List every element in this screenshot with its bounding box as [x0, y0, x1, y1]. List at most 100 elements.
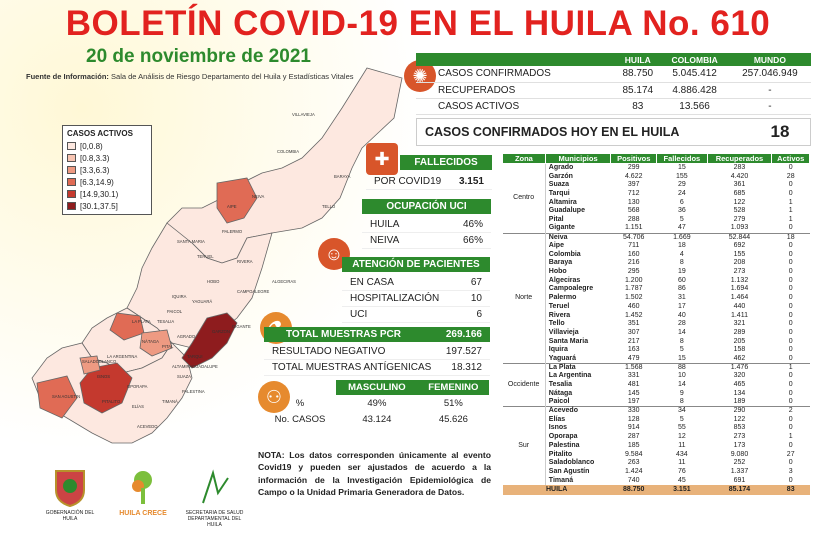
map-region-laplata: [109, 312, 145, 341]
mun-name: Isnos: [548, 424, 568, 432]
mun-value: 273: [733, 433, 746, 441]
atencion-box: ATENCIÓN DE PACIENTES EN CASA 67 HOSPITAL…: [342, 257, 490, 323]
mun-row: Centro Agrado 299 15 283 0: [502, 163, 810, 233]
mun-value: 1.476: [707, 362, 772, 372]
mun-row: Pital 288 5 279 1: [503, 216, 810, 225]
mun-name: Tesalia: [548, 381, 573, 389]
mun-value: 1: [788, 207, 793, 215]
mun-value: 0: [788, 346, 793, 354]
map-label: COLOMBIA: [277, 149, 299, 154]
mun-name: Garzón: [548, 172, 573, 180]
legend-swatch: [67, 190, 76, 198]
map-label: YAGUARÁ: [192, 299, 212, 304]
mun-value: 307: [627, 328, 640, 336]
mun-value: 18: [677, 242, 686, 250]
sex-row: % 49% 51%: [264, 395, 489, 411]
map-label: LA PLATA: [132, 319, 151, 324]
mun-value: 351: [627, 320, 640, 328]
mun-value: 0: [788, 441, 793, 449]
mun-value: 568: [627, 207, 640, 215]
map-region-neiva: [216, 177, 258, 224]
mun-name: Iquira: [548, 346, 568, 354]
mun-value: 4.420: [730, 172, 749, 180]
mun-value: 330: [610, 406, 657, 416]
mun-row: Timaná 740 45 691 0: [503, 476, 810, 485]
header-colombia: COLOMBIA: [660, 53, 729, 66]
mun-total-cell: HUILA: [502, 484, 611, 495]
legend-item: [0,0.8): [67, 140, 147, 152]
mun-value: 0: [788, 459, 793, 467]
mun-value: 0: [788, 242, 793, 250]
mun-zone: Occidente: [502, 362, 546, 407]
tree-icon: [132, 471, 152, 504]
mun-value: 88: [656, 362, 708, 372]
muestras-title: TOTAL MUESTRAS PCR: [286, 329, 402, 340]
mun-name: Neiva: [545, 232, 611, 242]
mun-value: 465: [733, 381, 746, 389]
atencion-row-uci: UCI 6: [342, 307, 490, 323]
mun-value: 0: [788, 250, 793, 258]
mun-value: 4.622: [624, 172, 643, 180]
mun-header: Positivos: [610, 153, 658, 164]
uci-title: OCUPACIÓN UCI: [362, 199, 491, 214]
legend-item: [0.8,3.3): [67, 152, 147, 164]
mun-value: 18: [771, 232, 810, 242]
mun-name: Paicol: [548, 398, 570, 406]
mun-name: Palestina: [548, 441, 580, 449]
map-label: ELÍAS: [132, 404, 144, 409]
mun-value: 0: [788, 224, 793, 232]
atencion-row-casa: EN CASA 67: [342, 275, 490, 291]
mun-header: Zona: [502, 153, 546, 164]
mun-value: 158: [733, 346, 746, 354]
mun-name: Pital: [548, 215, 564, 223]
mun-name: Algeciras: [548, 276, 581, 284]
mun-row: Tesalia 481 14 465 0: [503, 381, 810, 390]
mun-header: Recuperados: [706, 153, 773, 164]
logo-secretaria: SECRETARIA DE SALUD DEPARTAMENTAL DEL HU…: [182, 468, 247, 528]
map-label: ISNOS: [97, 374, 110, 379]
mun-name: San Agustín: [548, 467, 590, 475]
map-label: TERUEL: [197, 254, 214, 259]
mun-value: 914: [627, 424, 640, 432]
legend-swatch: [67, 142, 76, 150]
mun-value: 434: [676, 450, 688, 458]
mun-name: Campoalegre: [548, 285, 594, 293]
mun-value: 8: [679, 398, 684, 406]
mun-value: 86: [677, 285, 686, 293]
mun-value: 4: [679, 250, 684, 258]
map-label: NEIVA: [252, 194, 264, 199]
map-label: SALADOBLANCO: [82, 359, 117, 364]
mun-value: 173: [733, 441, 746, 449]
mun-value: 52.844: [707, 232, 772, 242]
mun-row: Oporapa 287 12 273 1: [503, 433, 810, 442]
health-logo-icon: [201, 469, 229, 504]
mun-row: Iquira 163 5 158 0: [503, 346, 810, 355]
mun-value: 10: [677, 372, 686, 380]
map-region-isnos: [79, 355, 101, 375]
mun-name: Hobo: [548, 268, 567, 276]
mun-value: 9.080: [730, 450, 749, 458]
mun-value: 1.093: [730, 224, 749, 232]
map-region-pitalito: [79, 362, 133, 414]
mun-value: 160: [627, 250, 640, 258]
map-label: CAMPOALEGRE: [237, 289, 270, 294]
mun-value: 479: [627, 354, 640, 362]
map-label: SUAZA: [177, 374, 191, 379]
general-cell-mundo: -: [728, 82, 811, 99]
uci-huila-label: HUILA: [370, 219, 400, 230]
mun-value: 216: [627, 259, 640, 267]
today-confirmed-label: CASOS CONFIRMADOS HOY EN EL HUILA: [425, 125, 680, 139]
mun-name: Timaná: [548, 476, 574, 484]
map-label: NÁTAGA: [142, 339, 159, 344]
map-label: AIPE: [227, 204, 237, 209]
atencion-casa-value: 67: [470, 277, 482, 288]
map-label: HOBO: [207, 279, 220, 284]
mun-value: 5: [679, 415, 684, 423]
mun-name: Pitalito: [548, 450, 573, 458]
mun-value: 252: [733, 459, 746, 467]
mun-name: Aipe: [548, 242, 564, 250]
map-label: OPORAPA: [127, 384, 148, 389]
map-label: GIGANTE: [232, 324, 251, 329]
mun-name: Suaza: [548, 181, 570, 189]
mun-value: 0: [788, 389, 793, 397]
